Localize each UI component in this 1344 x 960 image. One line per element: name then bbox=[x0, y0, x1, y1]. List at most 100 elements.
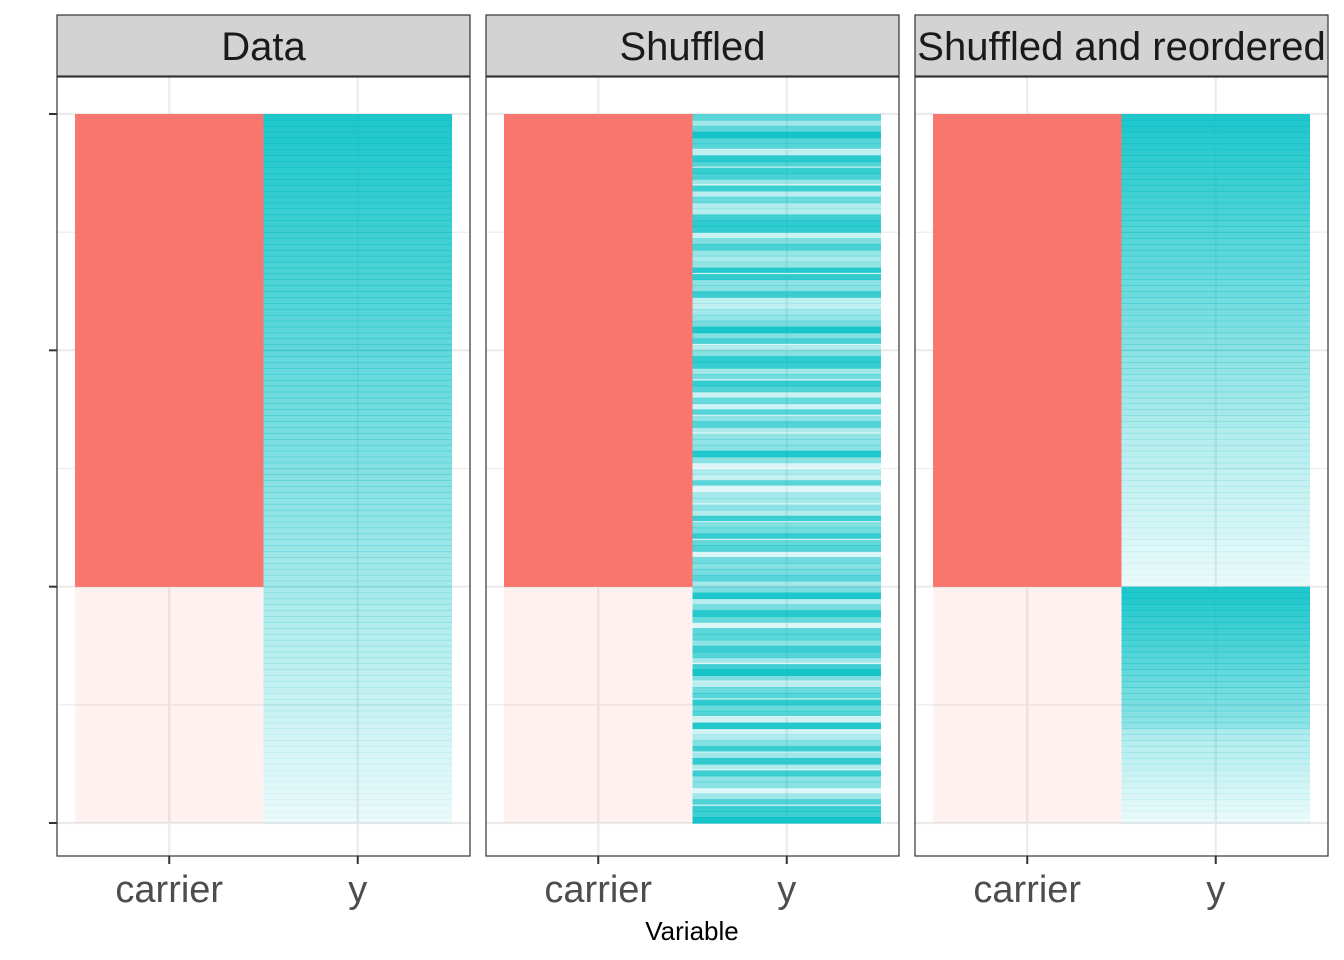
tile-y bbox=[1121, 710, 1310, 718]
tile-y bbox=[263, 657, 452, 665]
tile-y bbox=[263, 563, 452, 570]
tile-y bbox=[1121, 385, 1310, 393]
tile-y bbox=[692, 604, 881, 611]
tiles-y bbox=[1121, 114, 1310, 824]
tile-y bbox=[1121, 291, 1310, 298]
tile-y bbox=[1121, 196, 1310, 204]
tile-y bbox=[1121, 533, 1310, 540]
tile-y bbox=[263, 344, 452, 351]
tile-y bbox=[1121, 167, 1310, 174]
tile-y bbox=[1121, 214, 1310, 221]
tile-y bbox=[263, 681, 452, 688]
tile-y bbox=[1121, 350, 1310, 357]
tile-y bbox=[263, 586, 452, 594]
tile-y bbox=[263, 261, 452, 269]
tile-y bbox=[692, 758, 881, 765]
tile-y bbox=[1121, 362, 1310, 369]
tile-carrier-high bbox=[933, 114, 1122, 587]
tile-y bbox=[263, 155, 452, 162]
tile-carrier-low bbox=[933, 586, 1122, 823]
tile-y bbox=[263, 433, 452, 440]
tile-y bbox=[263, 267, 452, 275]
tile-y bbox=[263, 427, 452, 434]
tile-y bbox=[692, 119, 881, 127]
tile-y bbox=[692, 232, 881, 239]
tile-y bbox=[263, 468, 452, 476]
panel-border bbox=[914, 76, 1329, 857]
panel-border bbox=[56, 76, 471, 857]
tile-y bbox=[692, 190, 881, 198]
tile-y bbox=[692, 716, 881, 724]
tile-y bbox=[1121, 551, 1310, 558]
tile-y bbox=[1121, 474, 1310, 481]
tile-y bbox=[263, 793, 452, 800]
tile-y bbox=[1121, 628, 1310, 635]
facet-strip bbox=[56, 14, 471, 77]
x-tick-label: y bbox=[348, 869, 367, 911]
tile-y bbox=[692, 249, 881, 257]
tile-y bbox=[1121, 320, 1310, 328]
tile-y bbox=[263, 645, 452, 653]
tile-y bbox=[692, 308, 881, 316]
tile-y bbox=[1121, 220, 1310, 227]
tile-y bbox=[263, 693, 452, 700]
tile-y bbox=[692, 574, 881, 582]
tile-y bbox=[263, 633, 452, 641]
tile-y bbox=[692, 397, 881, 405]
tile-y bbox=[263, 114, 452, 121]
tile-y bbox=[692, 669, 881, 676]
tile-y bbox=[263, 403, 452, 411]
facet-strip bbox=[914, 14, 1329, 77]
tile-y bbox=[692, 344, 881, 351]
tile-y bbox=[263, 557, 452, 564]
tile-y bbox=[692, 149, 881, 156]
tile-y bbox=[263, 746, 452, 753]
tile-y bbox=[692, 320, 881, 328]
tiles-y bbox=[692, 114, 881, 824]
tile-y bbox=[1121, 444, 1310, 452]
tile-y bbox=[1121, 704, 1310, 712]
facet-panel: Data carrier y bbox=[56, 14, 471, 911]
tile-y bbox=[692, 137, 881, 145]
tile-y bbox=[263, 503, 452, 511]
tile-y bbox=[692, 474, 881, 481]
tile-y bbox=[263, 716, 452, 724]
tile-y bbox=[692, 752, 881, 759]
tile-y bbox=[692, 805, 881, 812]
tile-y bbox=[1121, 598, 1310, 605]
tile-y bbox=[692, 184, 881, 192]
tile-y bbox=[1121, 769, 1310, 777]
tile-y bbox=[692, 368, 881, 375]
tile-y bbox=[692, 486, 881, 493]
tile-y bbox=[263, 119, 452, 127]
tile-y bbox=[263, 758, 452, 765]
tile-y bbox=[1121, 746, 1310, 753]
tile-y bbox=[263, 125, 452, 133]
tile-y bbox=[692, 444, 881, 452]
tile-y bbox=[1121, 793, 1310, 800]
tile-y bbox=[1121, 114, 1310, 121]
tile-y bbox=[1121, 728, 1310, 735]
facet-strip-title: Shuffled bbox=[619, 25, 765, 69]
tile-y bbox=[263, 255, 452, 263]
tile-y bbox=[1121, 409, 1310, 416]
facet-strip bbox=[485, 14, 900, 77]
tile-y bbox=[1121, 817, 1310, 824]
tile-y bbox=[692, 379, 881, 387]
tile-y bbox=[692, 728, 881, 735]
tile-y bbox=[1121, 232, 1310, 239]
tile-y bbox=[692, 438, 881, 446]
tile-y bbox=[1121, 421, 1310, 428]
tile-y bbox=[1121, 273, 1310, 281]
tile-y bbox=[692, 563, 881, 570]
tile-y bbox=[1121, 580, 1310, 588]
tile-y bbox=[692, 131, 881, 139]
tile-y bbox=[263, 421, 452, 428]
tile-y bbox=[1121, 799, 1310, 806]
tile-y bbox=[692, 681, 881, 688]
tile-y bbox=[263, 592, 452, 600]
tile-y bbox=[692, 722, 881, 730]
tile-y bbox=[263, 397, 452, 405]
tile-y bbox=[263, 362, 452, 369]
tile-y bbox=[692, 178, 881, 186]
